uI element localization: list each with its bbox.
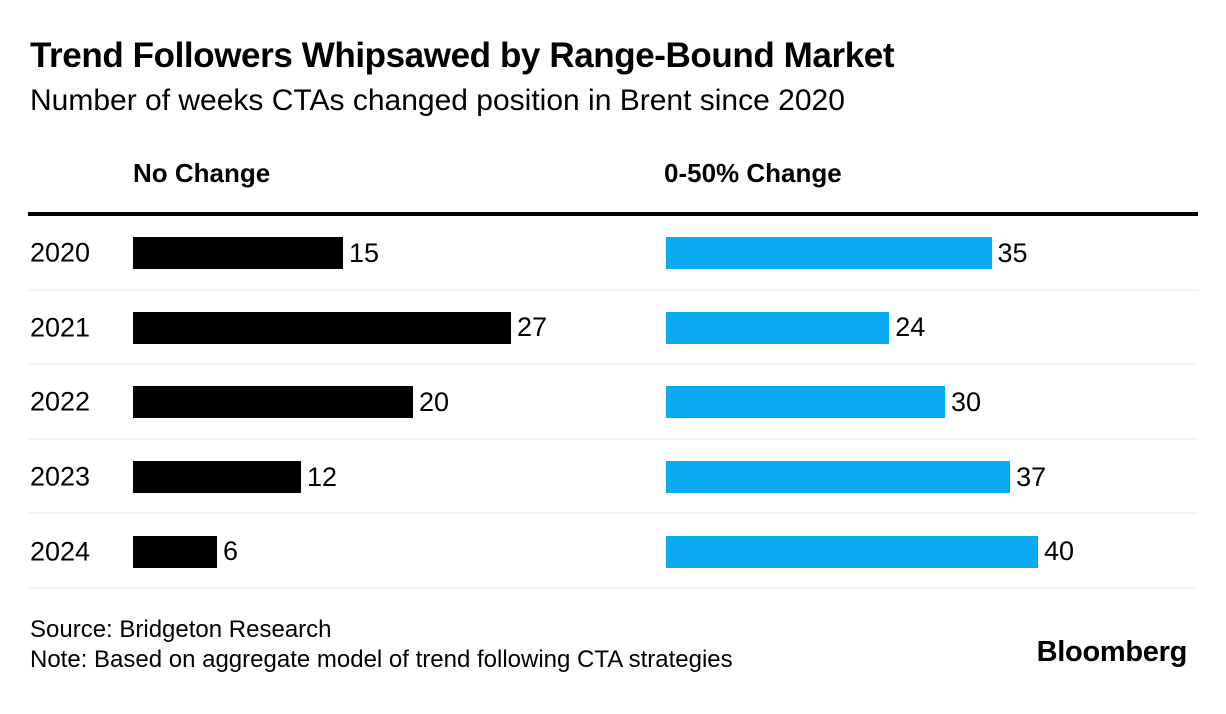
bar-group: 37 bbox=[666, 440, 1046, 515]
bar bbox=[666, 461, 1011, 494]
bar-group: 24 bbox=[666, 291, 925, 366]
value-label: 35 bbox=[997, 237, 1028, 268]
chart-row: 2022 20 30 bbox=[0, 365, 1226, 440]
note-line: Note: Based on aggregate model of trend … bbox=[30, 646, 733, 673]
bar bbox=[133, 237, 343, 270]
chart-title: Trend Followers Whipsawed by Range-Bound… bbox=[30, 36, 895, 75]
value-label: 30 bbox=[951, 386, 982, 417]
bar-group: 27 bbox=[133, 291, 547, 366]
year-label: 2023 bbox=[30, 461, 91, 492]
row-divider bbox=[28, 288, 1198, 291]
bar bbox=[666, 386, 945, 419]
bar bbox=[133, 386, 413, 419]
bar-group: 20 bbox=[133, 365, 449, 440]
value-label: 12 bbox=[307, 461, 338, 492]
header-rule bbox=[28, 212, 1198, 216]
row-divider bbox=[28, 512, 1198, 515]
bar-group: 6 bbox=[133, 514, 238, 589]
bar bbox=[133, 311, 511, 344]
year-label: 2020 bbox=[30, 237, 91, 268]
bar-group: 30 bbox=[666, 365, 981, 440]
year-label: 2022 bbox=[30, 386, 91, 417]
footnotes: Source: Bridgeton Research Note: Based o… bbox=[30, 615, 733, 675]
chart-subtitle: Number of weeks CTAs changed position in… bbox=[30, 84, 845, 117]
chart-row: 2021 27 24 bbox=[0, 291, 1226, 366]
value-label: 37 bbox=[1016, 461, 1047, 492]
value-label: 20 bbox=[419, 386, 450, 417]
row-divider bbox=[28, 363, 1198, 366]
bar bbox=[666, 535, 1038, 568]
bloomberg-logo: Bloomberg bbox=[1036, 636, 1188, 668]
bar-group: 15 bbox=[133, 216, 379, 291]
chart-row: 2023 12 37 bbox=[0, 440, 1226, 515]
value-label: 6 bbox=[223, 536, 239, 567]
chart-row: 2024 6 40 bbox=[0, 514, 1226, 589]
value-label: 27 bbox=[517, 312, 548, 343]
row-divider bbox=[28, 586, 1198, 589]
bar bbox=[666, 311, 890, 344]
year-label: 2024 bbox=[30, 536, 91, 567]
bar bbox=[133, 461, 301, 494]
bar-group: 35 bbox=[666, 216, 1028, 291]
column-header-0-50-change: 0-50% Change bbox=[664, 158, 842, 188]
bar-group: 40 bbox=[666, 514, 1074, 589]
bar bbox=[666, 237, 992, 270]
bar-group: 12 bbox=[133, 440, 337, 515]
chart-rows: 2020 15 35 2021 27 24 2022 20 30 2023 12 37 2024 6 40 bbox=[0, 216, 1226, 589]
value-label: 15 bbox=[349, 237, 380, 268]
year-label: 2021 bbox=[30, 312, 91, 343]
bar bbox=[133, 535, 217, 568]
source-line: Source: Bridgeton Research bbox=[30, 616, 332, 643]
chart-row: 2020 15 35 bbox=[0, 216, 1226, 291]
value-label: 24 bbox=[895, 312, 926, 343]
value-label: 40 bbox=[1044, 536, 1075, 567]
column-header-no-change: No Change bbox=[133, 158, 271, 188]
row-divider bbox=[28, 437, 1198, 440]
